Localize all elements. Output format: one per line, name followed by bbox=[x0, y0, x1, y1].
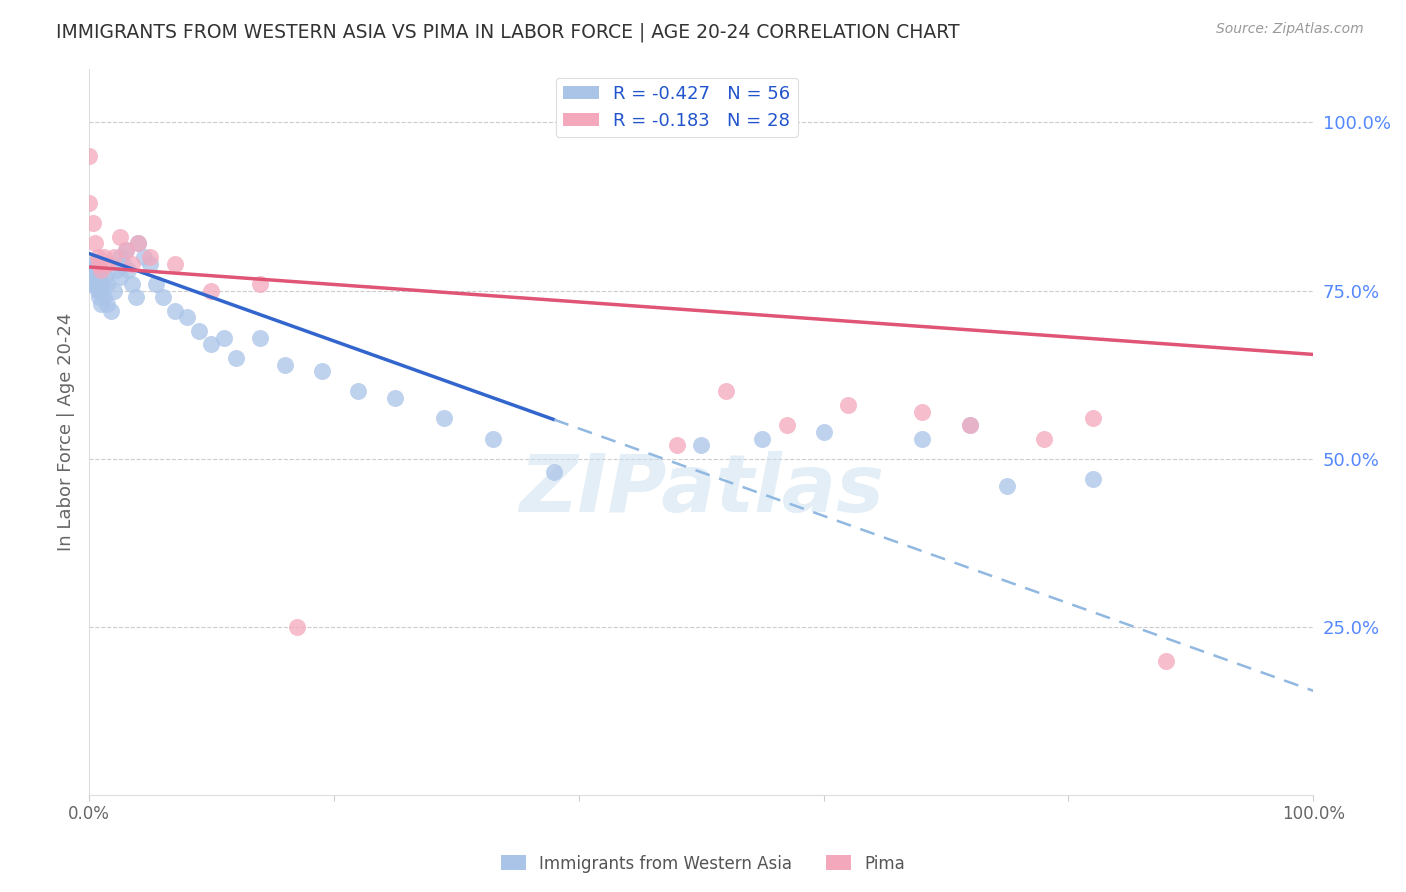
Text: ZIPatlas: ZIPatlas bbox=[519, 451, 884, 529]
Point bbox=[1032, 432, 1054, 446]
Point bbox=[176, 310, 198, 325]
Point bbox=[127, 236, 149, 251]
Point bbox=[77, 277, 100, 291]
Point bbox=[200, 337, 222, 351]
Point bbox=[714, 384, 737, 399]
Point bbox=[139, 250, 162, 264]
Point bbox=[225, 351, 247, 365]
Point bbox=[84, 277, 107, 291]
Point bbox=[959, 418, 981, 433]
Point bbox=[89, 284, 111, 298]
Point bbox=[96, 257, 118, 271]
Point bbox=[1081, 472, 1104, 486]
Point bbox=[751, 432, 773, 446]
Point bbox=[86, 250, 108, 264]
Point bbox=[127, 236, 149, 251]
Point bbox=[163, 303, 186, 318]
Point bbox=[995, 478, 1018, 492]
Legend: R = -0.427   N = 56, R = -0.183   N = 28: R = -0.427 N = 56, R = -0.183 N = 28 bbox=[555, 78, 797, 137]
Point bbox=[121, 257, 143, 271]
Point bbox=[87, 290, 110, 304]
Point bbox=[77, 263, 100, 277]
Point bbox=[117, 263, 139, 277]
Point bbox=[212, 330, 235, 344]
Point bbox=[86, 263, 108, 277]
Point bbox=[77, 196, 100, 211]
Point bbox=[121, 277, 143, 291]
Point bbox=[96, 297, 118, 311]
Point bbox=[93, 290, 115, 304]
Text: IMMIGRANTS FROM WESTERN ASIA VS PIMA IN LABOR FORCE | AGE 20-24 CORRELATION CHAR: IMMIGRANTS FROM WESTERN ASIA VS PIMA IN … bbox=[56, 22, 960, 42]
Point bbox=[1081, 411, 1104, 425]
Point bbox=[1156, 653, 1178, 667]
Point bbox=[83, 263, 105, 277]
Point bbox=[347, 384, 370, 399]
Point bbox=[114, 243, 136, 257]
Point bbox=[433, 411, 456, 425]
Point bbox=[86, 284, 108, 298]
Point bbox=[108, 250, 131, 264]
Point bbox=[96, 277, 118, 291]
Point bbox=[188, 324, 211, 338]
Text: Source: ZipAtlas.com: Source: ZipAtlas.com bbox=[1216, 22, 1364, 37]
Point bbox=[77, 149, 100, 163]
Point bbox=[105, 263, 128, 277]
Point bbox=[482, 432, 505, 446]
Point bbox=[84, 257, 107, 271]
Point bbox=[103, 284, 125, 298]
Point bbox=[112, 257, 135, 271]
Point bbox=[93, 250, 115, 264]
Point bbox=[114, 243, 136, 257]
Point bbox=[152, 290, 174, 304]
Point bbox=[384, 391, 406, 405]
Point bbox=[274, 358, 297, 372]
Point bbox=[86, 270, 108, 285]
Point bbox=[80, 263, 103, 277]
Point bbox=[311, 364, 333, 378]
Point bbox=[813, 425, 835, 439]
Point bbox=[959, 418, 981, 433]
Point bbox=[690, 438, 713, 452]
Point bbox=[285, 620, 308, 634]
Point bbox=[139, 257, 162, 271]
Point bbox=[108, 270, 131, 285]
Point bbox=[90, 277, 112, 291]
Point bbox=[87, 270, 110, 285]
Point bbox=[163, 257, 186, 271]
Point bbox=[100, 303, 122, 318]
Point bbox=[134, 250, 156, 264]
Point bbox=[665, 438, 688, 452]
Point bbox=[776, 418, 799, 433]
Legend: Immigrants from Western Asia, Pima: Immigrants from Western Asia, Pima bbox=[495, 848, 911, 880]
Point bbox=[910, 404, 932, 418]
Point bbox=[87, 257, 110, 271]
Point bbox=[249, 277, 271, 291]
Point bbox=[82, 216, 104, 230]
Point bbox=[200, 284, 222, 298]
Point bbox=[90, 297, 112, 311]
Point bbox=[82, 270, 104, 285]
Y-axis label: In Labor Force | Age 20-24: In Labor Force | Age 20-24 bbox=[58, 312, 75, 551]
Point bbox=[543, 465, 565, 479]
Point bbox=[837, 398, 859, 412]
Point bbox=[124, 290, 146, 304]
Point bbox=[84, 236, 107, 251]
Point bbox=[90, 263, 112, 277]
Point bbox=[145, 277, 167, 291]
Point bbox=[82, 257, 104, 271]
Point bbox=[94, 270, 117, 285]
Point bbox=[103, 250, 125, 264]
Point bbox=[910, 432, 932, 446]
Point bbox=[108, 229, 131, 244]
Point bbox=[249, 330, 271, 344]
